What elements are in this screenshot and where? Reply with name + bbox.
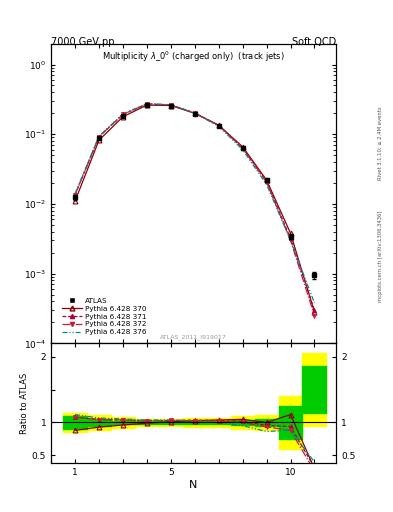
Text: ATLAS_2011_I919017: ATLAS_2011_I919017 (160, 335, 227, 340)
Text: Multiplicity $\lambda$_0$^0$ (charged only)  (track jets): Multiplicity $\lambda$_0$^0$ (charged on… (102, 50, 285, 64)
Text: Rivet 3.1.10; ≥ 2.4M events: Rivet 3.1.10; ≥ 2.4M events (378, 106, 383, 180)
Y-axis label: Ratio to ATLAS: Ratio to ATLAS (20, 373, 29, 434)
Text: Soft QCD: Soft QCD (292, 37, 336, 47)
Legend: ATLAS, Pythia 6.428 370, Pythia 6.428 371, Pythia 6.428 372, Pythia 6.428 376: ATLAS, Pythia 6.428 370, Pythia 6.428 37… (61, 296, 148, 337)
Text: mcplots.cern.ch [arXiv:1306.3436]: mcplots.cern.ch [arXiv:1306.3436] (378, 210, 383, 302)
X-axis label: N: N (189, 480, 198, 490)
Text: 7000 GeV pp: 7000 GeV pp (51, 37, 115, 47)
